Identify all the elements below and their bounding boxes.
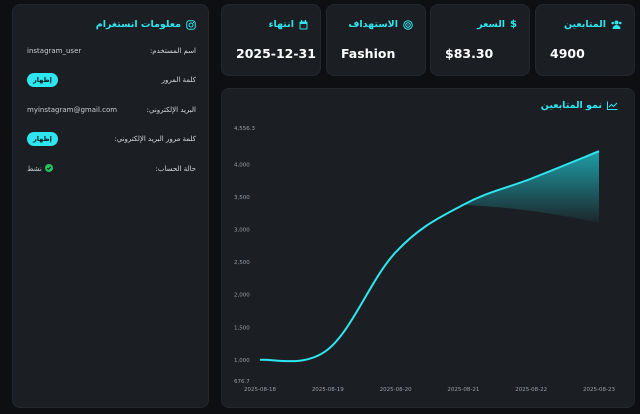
status-value: نشط [27,165,42,173]
email-row: myinstagram@gmail.com البريد الإلكتروني: [27,106,196,114]
chart-head: نمو المتابعين [541,100,618,111]
show-password-button[interactable]: إظهار [27,73,58,87]
stat-expiry-value: 2025-12-31 [236,46,316,61]
stat-followers-label: المتابعين [564,19,606,30]
stat-price-value: $83.30 [445,46,494,61]
username-value: instagram_user [27,47,82,55]
status-badge: نشط [27,164,53,174]
stat-card-expiry: انتهاء 2025-12-31 [221,4,321,76]
stat-card-followers: المتابعين 4900 [535,4,635,76]
password-row: إظهار كلمة المرور [27,73,196,87]
info-panel-title: معلومات انستغرام [95,19,181,30]
stat-card-targeting: الاستهداف Fashion [326,4,426,76]
email-password-row: إظهار كلمة مرور البريد الإلكتروني: [27,132,196,146]
chart-line-icon [607,101,618,110]
stat-targeting-value: Fashion [341,46,396,61]
stat-expiry-label: انتهاء [268,19,294,30]
stat-followers-value: 4900 [550,46,585,61]
check-circle-icon [44,164,53,174]
username-row: instagram_user اسم المستخدم: [27,47,196,55]
stat-card-price: $ السعر $83.30 [430,4,530,76]
email-label: البريد الإلكتروني: [146,106,196,114]
stat-price-head: $ السعر [477,19,517,30]
email-password-label: كلمة مرور البريد الإلكتروني: [114,135,196,143]
dollar-icon: $ [510,19,517,30]
stat-followers-head: المتابعين [564,19,622,30]
stat-expiry-head: انتهاء [269,19,308,30]
users-icon [611,20,622,29]
show-email-password-button[interactable]: إظهار [27,132,58,146]
stat-targeting-head: الاستهداف [348,19,413,30]
calendar-icon [299,19,308,30]
instagram-info-panel: معلومات انستغرام instagram_user اسم المس… [12,4,209,408]
chart-title: نمو المتابعين [540,100,602,111]
info-panel-head: معلومات انستغرام [96,19,196,30]
status-label: حالة الحساب: [155,165,197,173]
email-value: myinstagram@gmail.com [27,106,118,114]
stat-targeting-label: الاستهداف [348,19,398,30]
instagram-icon [186,19,196,30]
stat-price-label: السعر [477,19,506,30]
password-label: كلمة المرور [161,76,196,84]
followers-growth-card [221,88,635,408]
target-icon [403,19,413,30]
username-label: اسم المستخدم: [149,47,196,55]
status-row: نشط حالة الحساب: [27,164,196,174]
